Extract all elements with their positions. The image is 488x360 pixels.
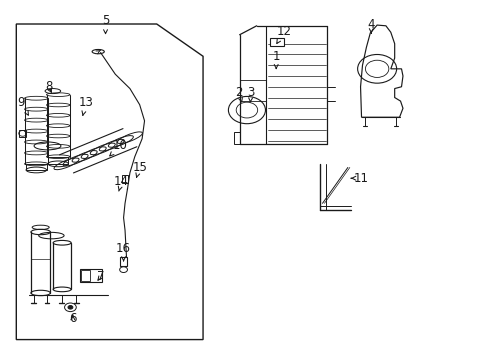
Bar <box>122 175 128 183</box>
Bar <box>120 257 127 266</box>
Text: 11: 11 <box>350 172 368 185</box>
Text: 10: 10 <box>109 139 127 156</box>
Text: 5: 5 <box>102 14 109 33</box>
Text: 13: 13 <box>79 96 93 115</box>
Bar <box>80 269 102 282</box>
Text: 6: 6 <box>69 311 77 325</box>
Bar <box>26 163 46 170</box>
Text: 4: 4 <box>367 18 374 33</box>
Text: 16: 16 <box>116 242 131 261</box>
Text: 3: 3 <box>246 86 254 102</box>
Text: 12: 12 <box>276 25 291 44</box>
Circle shape <box>120 267 127 273</box>
Text: 9: 9 <box>18 96 28 115</box>
Text: 8: 8 <box>45 80 52 93</box>
Text: 1: 1 <box>272 50 279 69</box>
Text: 15: 15 <box>132 161 147 177</box>
Text: 2: 2 <box>234 86 242 102</box>
Bar <box>81 270 90 281</box>
Text: 7: 7 <box>97 270 104 283</box>
Bar <box>270 38 284 45</box>
Circle shape <box>68 306 73 309</box>
Bar <box>48 157 68 164</box>
Text: 14: 14 <box>114 175 129 191</box>
